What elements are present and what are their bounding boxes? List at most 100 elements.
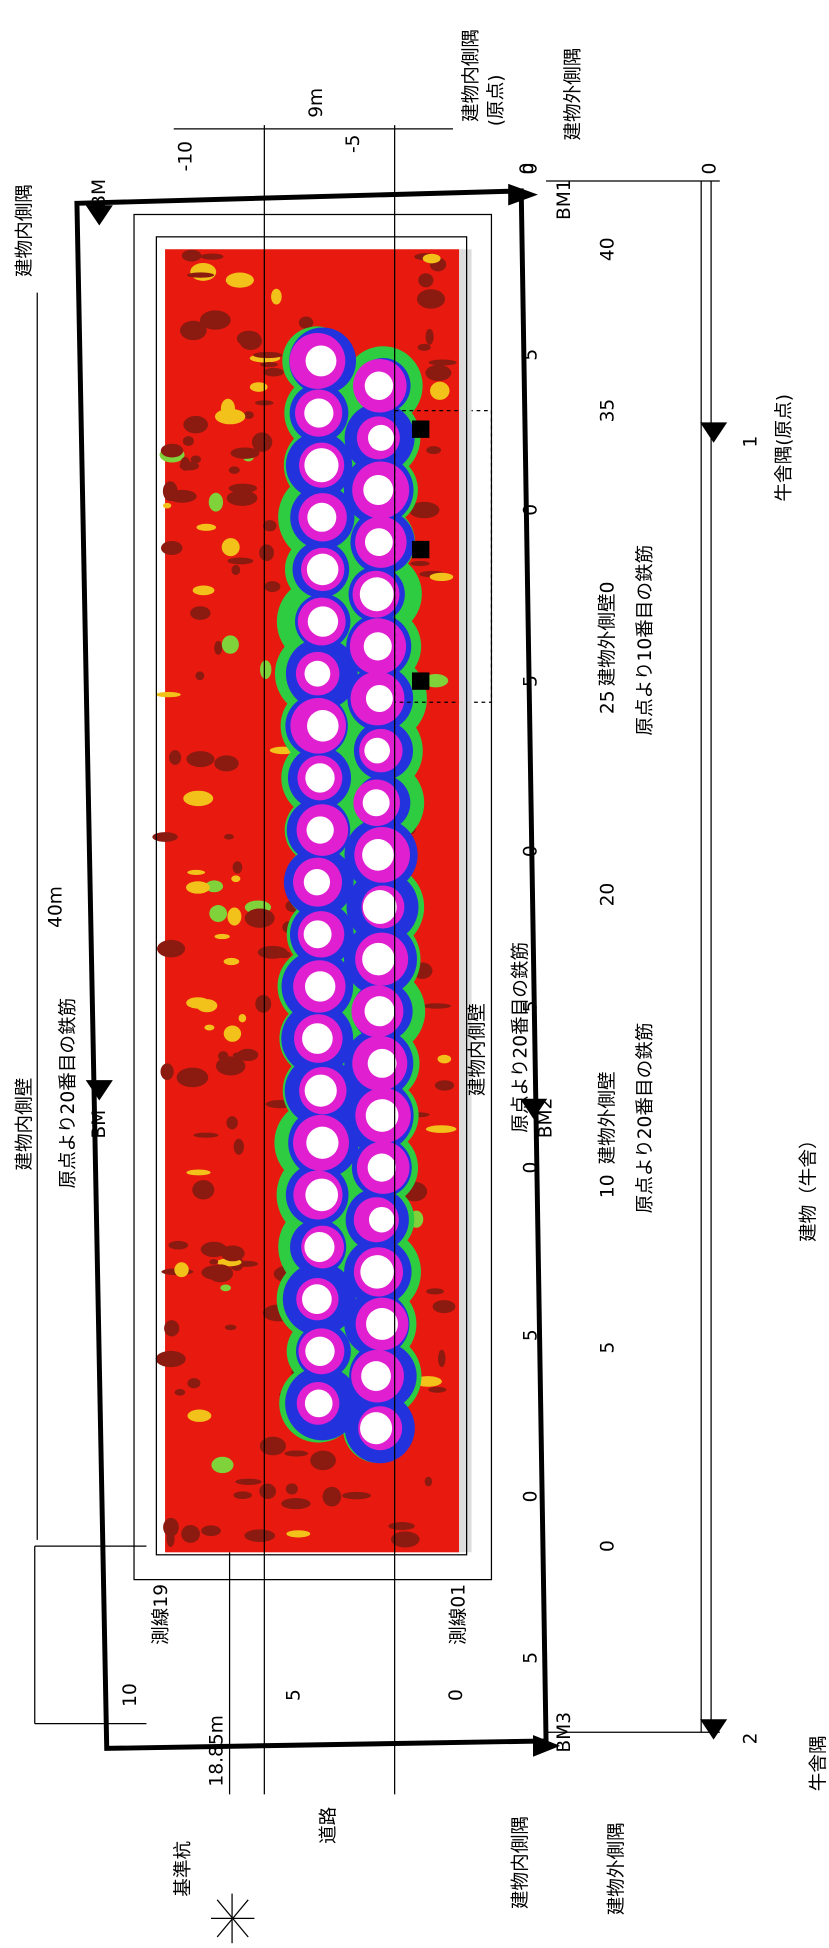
heat-spot — [214, 641, 222, 655]
label: 建物内側壁 — [14, 1078, 35, 1171]
heat-blob — [305, 763, 334, 792]
heat-spot — [310, 1451, 336, 1471]
heat-spot — [391, 1531, 420, 1547]
heat-spot — [214, 755, 238, 771]
label: 原点より20番目の鉄筋 — [58, 998, 79, 1189]
heat-blob — [369, 1207, 395, 1233]
heat-spot — [426, 329, 434, 345]
label: (原点) — [486, 74, 507, 126]
label: BM1 — [554, 179, 575, 220]
heat-spot — [227, 557, 253, 564]
label: 建物内側隅 — [14, 184, 35, 277]
heat-spot — [260, 660, 271, 679]
label: 0 — [699, 163, 720, 175]
label: BM3 — [554, 1712, 575, 1753]
label: 0 — [521, 504, 542, 516]
heat-blob — [361, 1361, 391, 1391]
heat-spot — [209, 905, 227, 922]
heat-spot — [193, 1133, 218, 1138]
heat-spot — [234, 1139, 244, 1155]
heat-spot — [323, 1487, 342, 1507]
label: 10 — [120, 1683, 141, 1707]
label: 牛舎隅 — [809, 1735, 829, 1791]
heat-spot — [168, 490, 197, 503]
heat-spot — [195, 671, 204, 680]
heat-spot — [161, 541, 182, 555]
heat-spot — [245, 908, 275, 927]
heat-blob — [364, 738, 390, 764]
label: 20 — [598, 883, 619, 907]
heat-spot — [430, 573, 454, 581]
heat-spot — [237, 331, 261, 347]
heat-spot — [260, 362, 278, 367]
marker-square — [412, 541, 429, 558]
heat-blob — [360, 1255, 394, 1289]
heat-spot — [211, 1457, 233, 1473]
label: 5 — [521, 1329, 542, 1341]
heat-spot — [438, 1055, 452, 1064]
heat-spot — [186, 1170, 210, 1176]
label: 2 — [740, 1733, 761, 1745]
label: 5 — [598, 1342, 619, 1354]
label: 建物内側隅 — [461, 29, 482, 122]
heat-spot — [187, 870, 205, 875]
label: 0 — [598, 1540, 619, 1552]
heat-spot — [201, 1265, 232, 1280]
heat-spot — [277, 951, 291, 958]
gpr-heatmap — [152, 249, 491, 1552]
heat-spot — [174, 1262, 188, 1277]
heat-blob — [363, 890, 397, 924]
heat-spot — [224, 1026, 241, 1042]
label: 10 — [598, 1174, 619, 1198]
heat-blob — [360, 1412, 392, 1444]
label: 18.85m — [207, 1715, 228, 1786]
heat-blob — [368, 1153, 396, 1181]
heat-spot — [156, 1351, 186, 1367]
heat-blob — [307, 816, 334, 843]
label: 0 — [521, 845, 542, 857]
heat-spot — [197, 999, 218, 1012]
heat-spot — [286, 1530, 310, 1537]
heat-spot — [183, 791, 213, 806]
heat-spot — [253, 352, 282, 358]
heat-blob — [305, 971, 335, 1001]
heat-blob — [305, 1179, 338, 1212]
heat-spot — [180, 321, 207, 340]
heat-blob — [365, 372, 393, 400]
heat-blob — [304, 869, 330, 895]
heat-spot — [201, 253, 224, 259]
label: BM — [89, 1110, 110, 1139]
heat-spot — [196, 524, 216, 531]
label: 基準杭 — [173, 1841, 194, 1897]
heat-spot — [418, 273, 433, 287]
heat-spot — [284, 1450, 308, 1456]
heat-blob — [306, 346, 337, 377]
heat-spot — [187, 1378, 200, 1388]
heat-spot — [175, 1389, 186, 1396]
strip — [459, 249, 471, 1552]
label: 5 — [521, 1000, 542, 1012]
heat-spot — [204, 1025, 214, 1031]
heat-blob — [304, 1232, 334, 1262]
heat-blob — [304, 661, 330, 687]
heat-spot — [224, 834, 234, 840]
heat-spot — [182, 250, 202, 262]
heat-blob — [305, 1390, 333, 1418]
heat-spot — [218, 1051, 228, 1061]
heat-spot — [180, 457, 190, 471]
heat-spot — [163, 503, 171, 508]
heat-blob — [306, 1127, 338, 1159]
heat-spot — [233, 861, 243, 873]
heat-spot — [209, 493, 223, 512]
heat-spot — [281, 1498, 310, 1509]
heat-spot — [169, 750, 181, 765]
heat-blob — [304, 920, 332, 948]
heat-blob — [365, 528, 393, 556]
heat-spot — [423, 1003, 452, 1008]
heat-spot — [233, 1052, 244, 1057]
heat-spot — [187, 1410, 211, 1422]
heat-blob — [305, 1337, 334, 1366]
label: 原点より20番目の鉄筋 — [635, 1023, 656, 1214]
heat-spot — [429, 360, 457, 366]
heat-spot — [426, 1288, 444, 1294]
